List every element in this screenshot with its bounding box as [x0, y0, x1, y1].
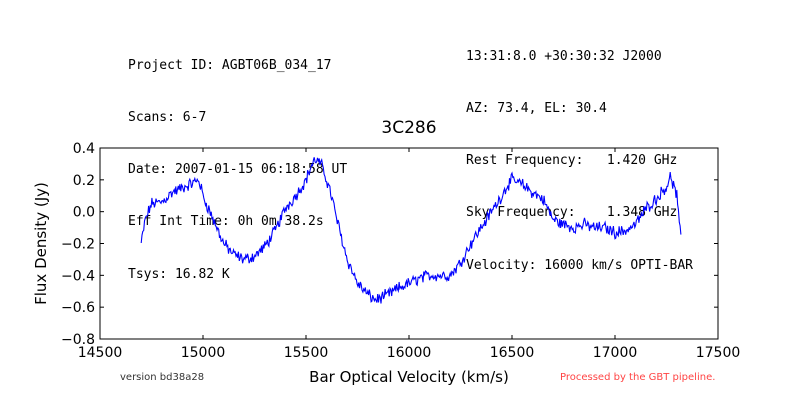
observation-info-left: Project ID: AGBT06B_034_17 Scans: 6-7 Da… — [128, 22, 347, 301]
flux-density-series-line — [140, 157, 682, 304]
chart-title: 3C286 — [381, 118, 436, 138]
axis-ticks: 14500 15000 15500 16000 16500 17000 17500 0.4 0.… — [61, 141, 740, 361]
x-axis-label: Bar Optical Velocity (km/s) — [309, 368, 509, 386]
x-tick-label: 16500 — [490, 345, 535, 361]
y-tick-label: −0.8 — [61, 332, 95, 348]
processed-note: Processed by the GBT pipeline. — [560, 372, 715, 383]
int-time-line: Eff Int Time: 0h 0m 38.2s — [128, 214, 324, 230]
project-id-line: Project ID: AGBT06B_034_17 — [128, 57, 332, 73]
velocity-line: Velocity: 16000 km/s OPTI-BAR — [466, 257, 693, 273]
x-tick-label: 15000 — [181, 345, 226, 361]
series-layer — [140, 157, 682, 304]
x-tick-label: 16000 — [387, 345, 432, 361]
x-tick-label: 15500 — [284, 345, 329, 361]
observation-info-right: 13:31:8.0 +30:30:32 J2000 AZ: 73.4, EL: … — [466, 13, 693, 292]
az-el-line: AZ: 73.4, EL: 30.4 — [466, 101, 607, 117]
y-tick-label: 0.2 — [73, 173, 95, 189]
y-axis-label: Flux Density (Jy) — [32, 182, 50, 305]
rest-frequency-line: Rest Frequency: 1.420 GHz — [466, 153, 678, 169]
sky-frequency-line: Sky Frequency: 1.348 GHz — [466, 205, 678, 221]
tsys-line: Tsys: 16.82 K — [128, 266, 230, 282]
y-tick-label: 0.0 — [73, 205, 95, 221]
y-tick-label: −0.6 — [61, 300, 95, 316]
x-tick-label: 17000 — [593, 345, 638, 361]
x-tick-label: 14500 — [78, 345, 123, 361]
version-note: version bd38a28 — [120, 372, 204, 383]
plot-frame — [99, 147, 719, 340]
y-tick-label: −0.2 — [61, 237, 95, 253]
x-tick-label: 17500 — [696, 345, 741, 361]
date-line: Date: 2007-01-15 06:18:58 UT — [128, 162, 348, 178]
y-tick-label: −0.4 — [61, 268, 95, 284]
y-tick-label: 0.4 — [73, 141, 95, 157]
scans-line: Scans: 6-7 — [128, 110, 207, 126]
coordinates-line: 13:31:8.0 +30:30:32 J2000 — [466, 48, 662, 64]
